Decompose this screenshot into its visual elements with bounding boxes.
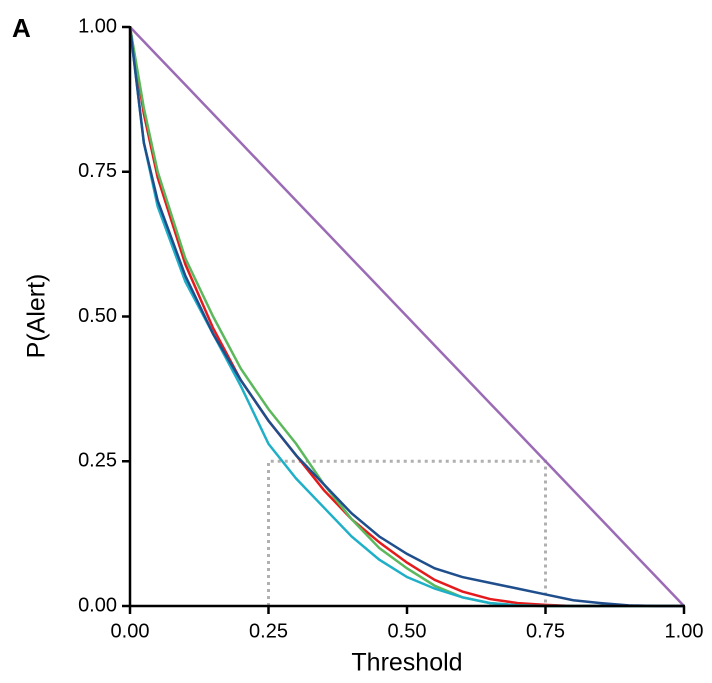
y-axis-label: P(Alert) (23, 274, 51, 359)
x-tick-label: 0.50 (388, 620, 427, 642)
x-axis-label: Threshold (351, 649, 462, 677)
y-tick-label: 0.25 (78, 450, 117, 472)
y-tick-label: 1.00 (78, 15, 117, 37)
x-tick-label: 0.75 (526, 620, 565, 642)
x-tick-label: 0.25 (249, 620, 288, 642)
series-line (129, 26, 685, 607)
y-tick-label: 0.50 (78, 305, 117, 327)
x-tick-label: 0.00 (111, 620, 150, 642)
x-tick-label: 1.00 (665, 620, 704, 642)
y-tick-label: 0.75 (78, 160, 117, 182)
panel-label: A (12, 13, 31, 43)
y-tick-label: 0.00 (78, 594, 117, 616)
guide-box (267, 459, 547, 606)
series-line (128, 26, 684, 608)
